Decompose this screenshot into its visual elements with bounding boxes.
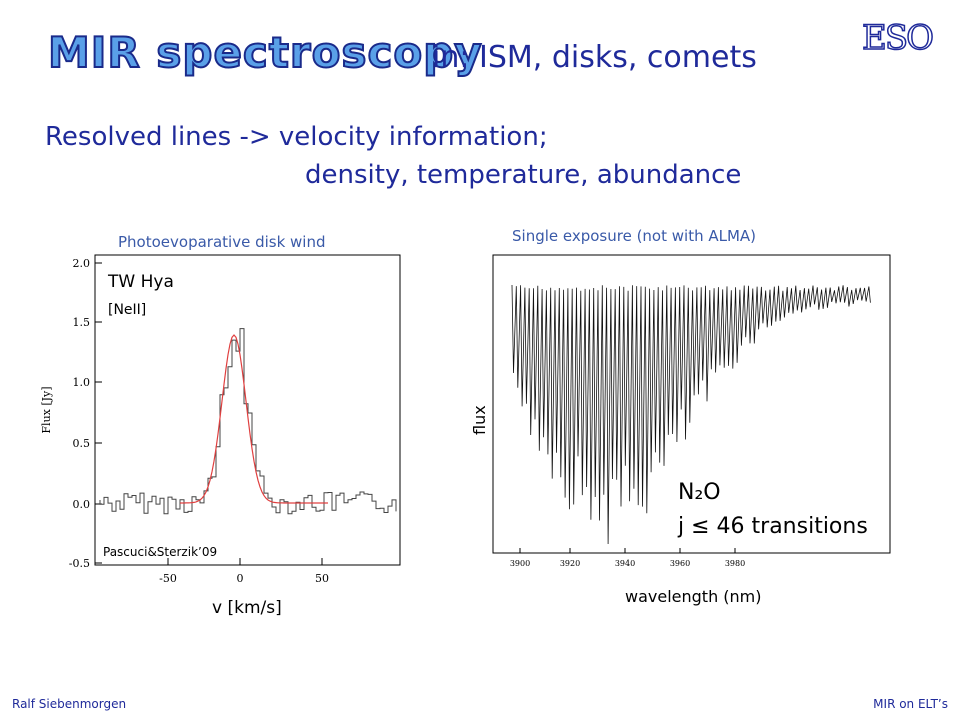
eso-logo: ESO: [861, 18, 935, 58]
y-tick-label: 0.0: [73, 498, 91, 511]
y-tick-label: 0.5: [73, 437, 91, 450]
subtitle-line2: density, temperature, abundance: [305, 160, 742, 190]
y-tick-label: 2.0: [73, 257, 91, 270]
transitions-note: j ≤ 46 transitions: [678, 514, 868, 539]
title-rest: in: ISM, disks, comets: [432, 40, 757, 75]
right-caption: Single exposure (not with ALMA): [512, 227, 757, 245]
y-tick-label: 1.0: [73, 376, 91, 389]
x-tick-label: 3900: [510, 559, 530, 568]
left-caption: Photoevoparative disk wind: [118, 233, 326, 251]
object-label: TW Hya: [108, 272, 174, 292]
footer-topic: MIR on ELT’s: [873, 697, 948, 711]
left-frame: [94, 254, 401, 566]
absorption-spectrum: [511, 285, 871, 545]
x-tick-label: 3920: [560, 559, 580, 568]
subtitle-line1: Resolved lines -> velocity information;: [45, 122, 548, 152]
left-ylabel: Flux [Jy]: [40, 386, 53, 433]
right-frame: [492, 254, 891, 554]
x-tick-label: 3940: [615, 559, 635, 568]
left-xlabel: v [km/s]: [212, 598, 282, 618]
fit-curve: [180, 334, 328, 504]
line-label: [NeII]: [108, 302, 147, 318]
footer-author: Ralf Siebenmorgen: [12, 697, 127, 711]
x-tick-label: 50: [315, 572, 329, 585]
x-tick-label: 3980: [725, 559, 745, 568]
x-tick-label: -50: [159, 572, 177, 585]
y-tick-label: -0.5: [69, 557, 90, 570]
histogram-trace: [99, 328, 397, 515]
x-tick-label: 3960: [670, 559, 690, 568]
right-ylabel: flux: [470, 405, 489, 435]
credit: Pascuci&Sterzik’09: [103, 545, 218, 559]
x-tick-label: 0: [237, 572, 244, 585]
right-xlabel: wavelength (nm): [625, 587, 762, 606]
y-tick-label: 1.5: [73, 316, 91, 329]
molecule: N₂O: [678, 480, 721, 505]
title-highlight: MIR spectroscopy: [47, 27, 483, 78]
